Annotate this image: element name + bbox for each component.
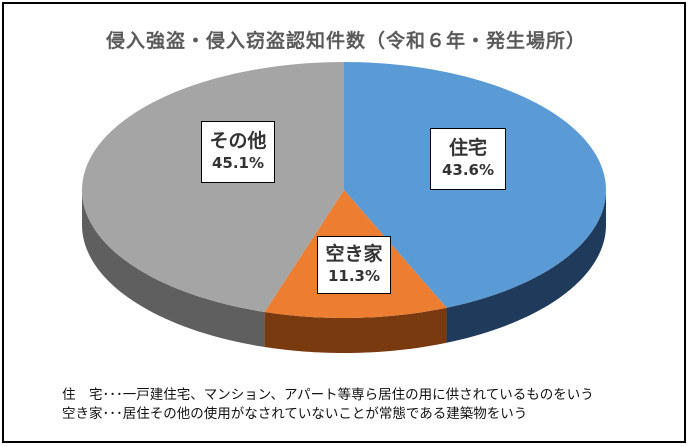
slice-label-house: 住宅 43.6%	[430, 128, 506, 190]
slice-name-vacant: 空き家	[325, 243, 383, 265]
chart-frame: 侵入強盗・侵入窃盗認知件数（令和６年・発生場所） 住宅 43.6% 空き家 11…	[2, 2, 686, 443]
pie-side-2	[82, 190, 265, 347]
slice-label-vacant: 空き家 11.3%	[317, 236, 391, 294]
pie-slice-2	[82, 62, 345, 312]
chart-title: 侵入強盗・侵入窃盗認知件数（令和６年・発生場所）	[105, 30, 586, 52]
pie-side-0	[446, 190, 606, 343]
note-house: 住 宅･･･一戸建住宅、マンション、アパート等専ら居住の用に供されているものをい…	[62, 387, 594, 403]
note-vacant: 空き家･･･居住その他の使用がなされていないことが常態である建築物をいう	[62, 406, 528, 422]
slice-value-house: 43.6%	[441, 161, 495, 179]
definition-notes: 住 宅･･･一戸建住宅、マンション、アパート等専ら居住の用に供されているものをい…	[62, 386, 594, 424]
slice-label-other: その他 45.1%	[201, 121, 275, 183]
slice-value-other: 45.1%	[211, 154, 265, 172]
pie-chart	[82, 62, 606, 353]
pie-side-1	[264, 307, 447, 353]
slice-value-vacant: 11.3%	[327, 267, 381, 285]
slice-name-house: 住宅	[448, 137, 487, 159]
slice-name-other: その他	[209, 130, 267, 152]
